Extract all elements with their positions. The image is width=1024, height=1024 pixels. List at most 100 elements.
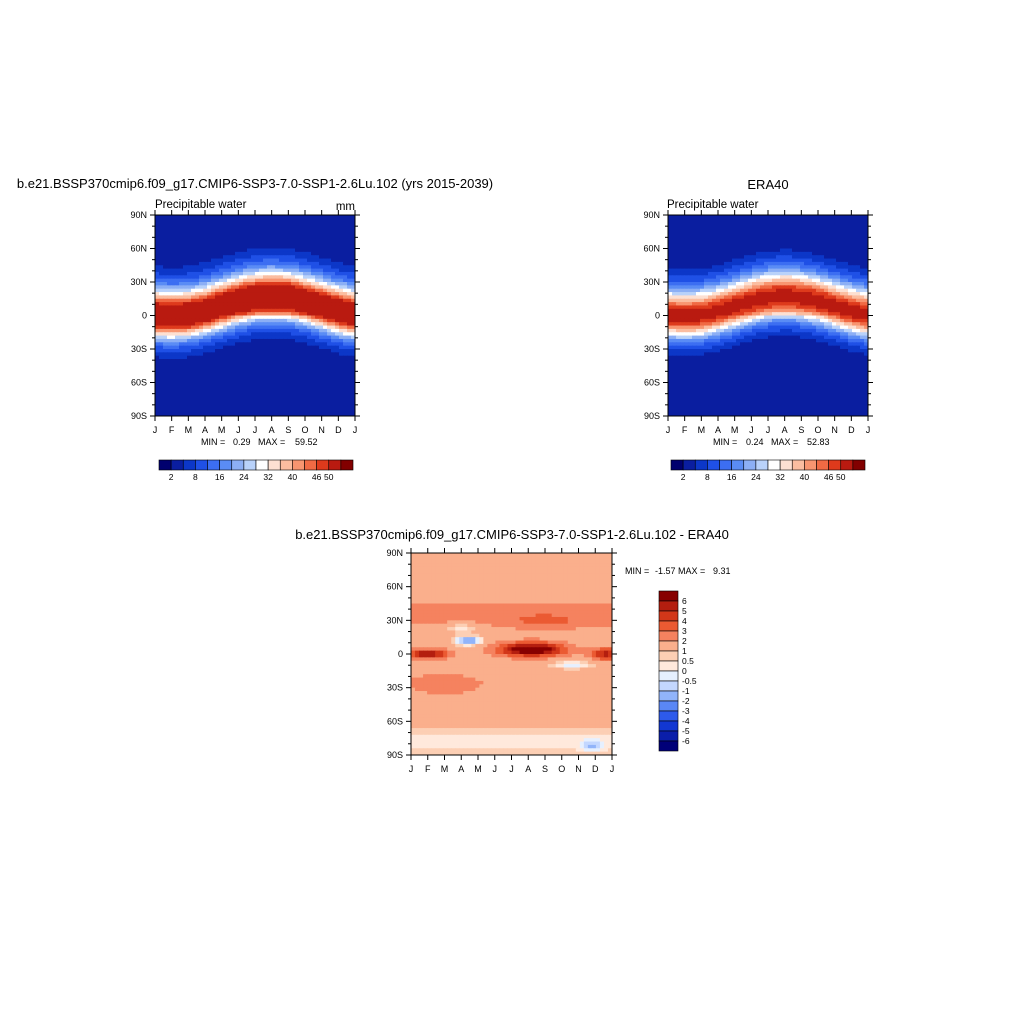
contour-cell xyxy=(343,295,348,300)
contour-cell xyxy=(796,322,801,327)
contour-cell xyxy=(223,405,228,410)
contour-cell xyxy=(792,251,797,256)
contour-cell xyxy=(776,215,781,219)
contour-cell xyxy=(796,275,801,280)
contour-cell xyxy=(764,268,769,273)
contour-cell xyxy=(816,255,821,260)
contour-cell xyxy=(780,231,785,236)
contour-cell xyxy=(235,261,240,266)
contour-cell xyxy=(724,295,729,300)
contour-cell xyxy=(748,231,753,236)
contour-cell xyxy=(231,218,236,223)
contour-cell xyxy=(279,225,284,229)
contour-cell xyxy=(219,335,224,340)
contour-cell xyxy=(724,238,729,243)
contour-cell xyxy=(175,352,180,357)
contour-cell xyxy=(728,221,733,226)
contour-cell xyxy=(772,302,777,307)
contour-cell xyxy=(239,369,244,374)
contour-cell xyxy=(195,389,200,394)
contour-cell xyxy=(796,292,801,296)
contour-cell xyxy=(772,285,777,290)
contour-cell xyxy=(271,379,276,384)
contour-cell xyxy=(820,328,825,333)
contour-cell xyxy=(307,285,312,290)
contour-cell xyxy=(315,332,320,337)
contour-cell xyxy=(211,312,216,317)
contour-cell xyxy=(772,231,777,236)
contour-cell xyxy=(708,265,713,270)
contour-cell xyxy=(279,405,284,410)
contour-cell xyxy=(708,328,713,333)
contour-cell xyxy=(195,345,200,350)
contour-cell xyxy=(796,218,801,223)
contour-cell xyxy=(199,345,204,350)
contour-cell xyxy=(351,379,355,384)
contour-cell xyxy=(259,382,264,387)
contour-cell xyxy=(283,362,288,367)
contour-cell xyxy=(203,302,208,307)
contour-cell xyxy=(792,282,797,286)
contour-cell xyxy=(692,332,697,337)
contour-cell xyxy=(724,328,729,333)
contour-cell xyxy=(271,241,276,246)
contour-cell xyxy=(744,261,749,266)
contour-cell xyxy=(247,265,252,270)
contour-cell xyxy=(351,345,355,350)
contour-cell xyxy=(243,245,248,250)
contour-cell xyxy=(175,248,180,253)
contour-cell xyxy=(684,258,689,263)
contour-cell xyxy=(700,261,705,266)
contour-cell xyxy=(207,282,212,286)
contour-cell xyxy=(235,389,240,394)
contour-cell xyxy=(159,375,164,380)
contour-cell xyxy=(203,295,208,300)
contour-cell xyxy=(159,305,164,310)
contour-cell xyxy=(235,285,240,290)
contour-cell xyxy=(299,338,304,343)
contour-cell xyxy=(836,248,841,253)
contour-cell xyxy=(315,318,320,323)
contour-cell xyxy=(728,295,733,300)
contour-cell xyxy=(239,241,244,246)
contour-cell xyxy=(724,265,729,270)
contour-cell xyxy=(764,231,769,236)
contour-cell xyxy=(776,288,781,293)
contour-cell xyxy=(688,315,693,320)
contour-cell xyxy=(800,322,805,327)
contour-cell xyxy=(159,218,164,223)
contour-cell xyxy=(255,399,260,404)
contour-cell xyxy=(287,258,292,263)
contour-cell xyxy=(295,352,300,357)
contour-cell xyxy=(167,405,172,410)
contour-cell xyxy=(231,395,236,400)
contour-cell xyxy=(796,231,801,236)
contour-cell xyxy=(792,295,797,300)
contour-cell xyxy=(736,288,741,293)
contour-cell xyxy=(263,261,268,266)
contour-cell xyxy=(159,382,164,387)
contour-cell xyxy=(836,221,841,226)
contour-cell xyxy=(688,338,693,343)
contour-cell xyxy=(768,245,773,250)
contour-cell xyxy=(259,265,264,270)
contour-cell xyxy=(183,268,188,273)
contour-cell xyxy=(303,392,308,397)
contour-cell xyxy=(255,412,260,416)
contour-cell xyxy=(279,295,284,300)
contour-cell xyxy=(287,409,292,414)
contour-cell xyxy=(347,312,352,317)
contour-cell xyxy=(183,389,188,394)
contour-cell xyxy=(844,225,849,229)
contour-cell xyxy=(331,235,336,240)
contour-cell xyxy=(171,412,176,416)
contour-cell xyxy=(307,375,312,380)
contour-cell xyxy=(808,282,813,286)
contour-cell xyxy=(339,375,344,380)
contour-cell xyxy=(840,238,845,243)
contour-cell xyxy=(259,332,264,337)
contour-cell xyxy=(159,285,164,290)
contour-cell xyxy=(840,298,845,303)
contour-cell xyxy=(335,355,340,360)
contour-cell xyxy=(247,405,252,410)
